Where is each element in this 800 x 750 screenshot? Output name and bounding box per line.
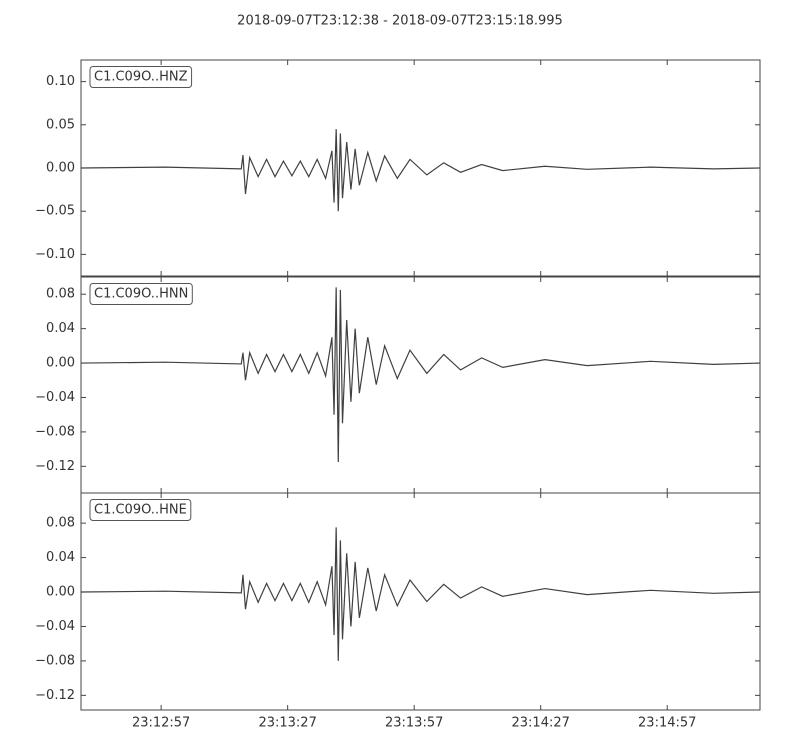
- y-tick-label: −0.08: [35, 424, 75, 439]
- y-tick-label: 0.04: [46, 321, 75, 336]
- y-tick-label: 0.10: [46, 74, 75, 89]
- y-tick-label: 0.00: [46, 161, 75, 176]
- trace-label: C1.C09O..HNN: [94, 287, 188, 302]
- x-tick-label: 23:13:27: [258, 716, 316, 731]
- y-tick-label: −0.08: [35, 653, 75, 668]
- x-tick-label: 23:12:57: [132, 716, 190, 731]
- y-tick-label: −0.04: [35, 390, 75, 405]
- x-tick-label: 23:13:57: [385, 716, 443, 731]
- y-tick-label: −0.04: [35, 619, 75, 634]
- y-tick-label: −0.12: [35, 459, 75, 474]
- y-tick-label: 0.08: [46, 516, 75, 531]
- trace-label: C1.C09O..HNE: [94, 503, 187, 518]
- x-tick-label: 23:14:57: [638, 716, 696, 731]
- y-tick-label: 0.04: [46, 550, 75, 565]
- y-tick-label: 0.00: [46, 585, 75, 600]
- waveform: [80, 527, 761, 661]
- axes-frame: [80, 492, 761, 711]
- y-tick-label: −0.12: [35, 688, 75, 703]
- waveform: [80, 129, 761, 212]
- axes-frame: [80, 59, 761, 277]
- y-tick-label: 0.05: [46, 117, 75, 132]
- y-tick-label: 0.08: [46, 287, 75, 302]
- trace-label: C1.C09O..HNZ: [94, 70, 188, 85]
- trace-label-box: [89, 66, 193, 88]
- x-tick-label: 23:14:27: [512, 716, 570, 731]
- trace-label-box: [89, 283, 193, 305]
- chart-title: 2018-09-07T23:12:38 - 2018-09-07T23:15:1…: [237, 14, 563, 29]
- y-tick-label: −0.05: [35, 204, 75, 219]
- trace-label-box: [89, 499, 192, 521]
- y-tick-label: −0.10: [35, 247, 75, 262]
- axes-frame: [80, 276, 761, 494]
- y-tick-label: 0.00: [46, 356, 75, 371]
- waveform: [80, 287, 761, 463]
